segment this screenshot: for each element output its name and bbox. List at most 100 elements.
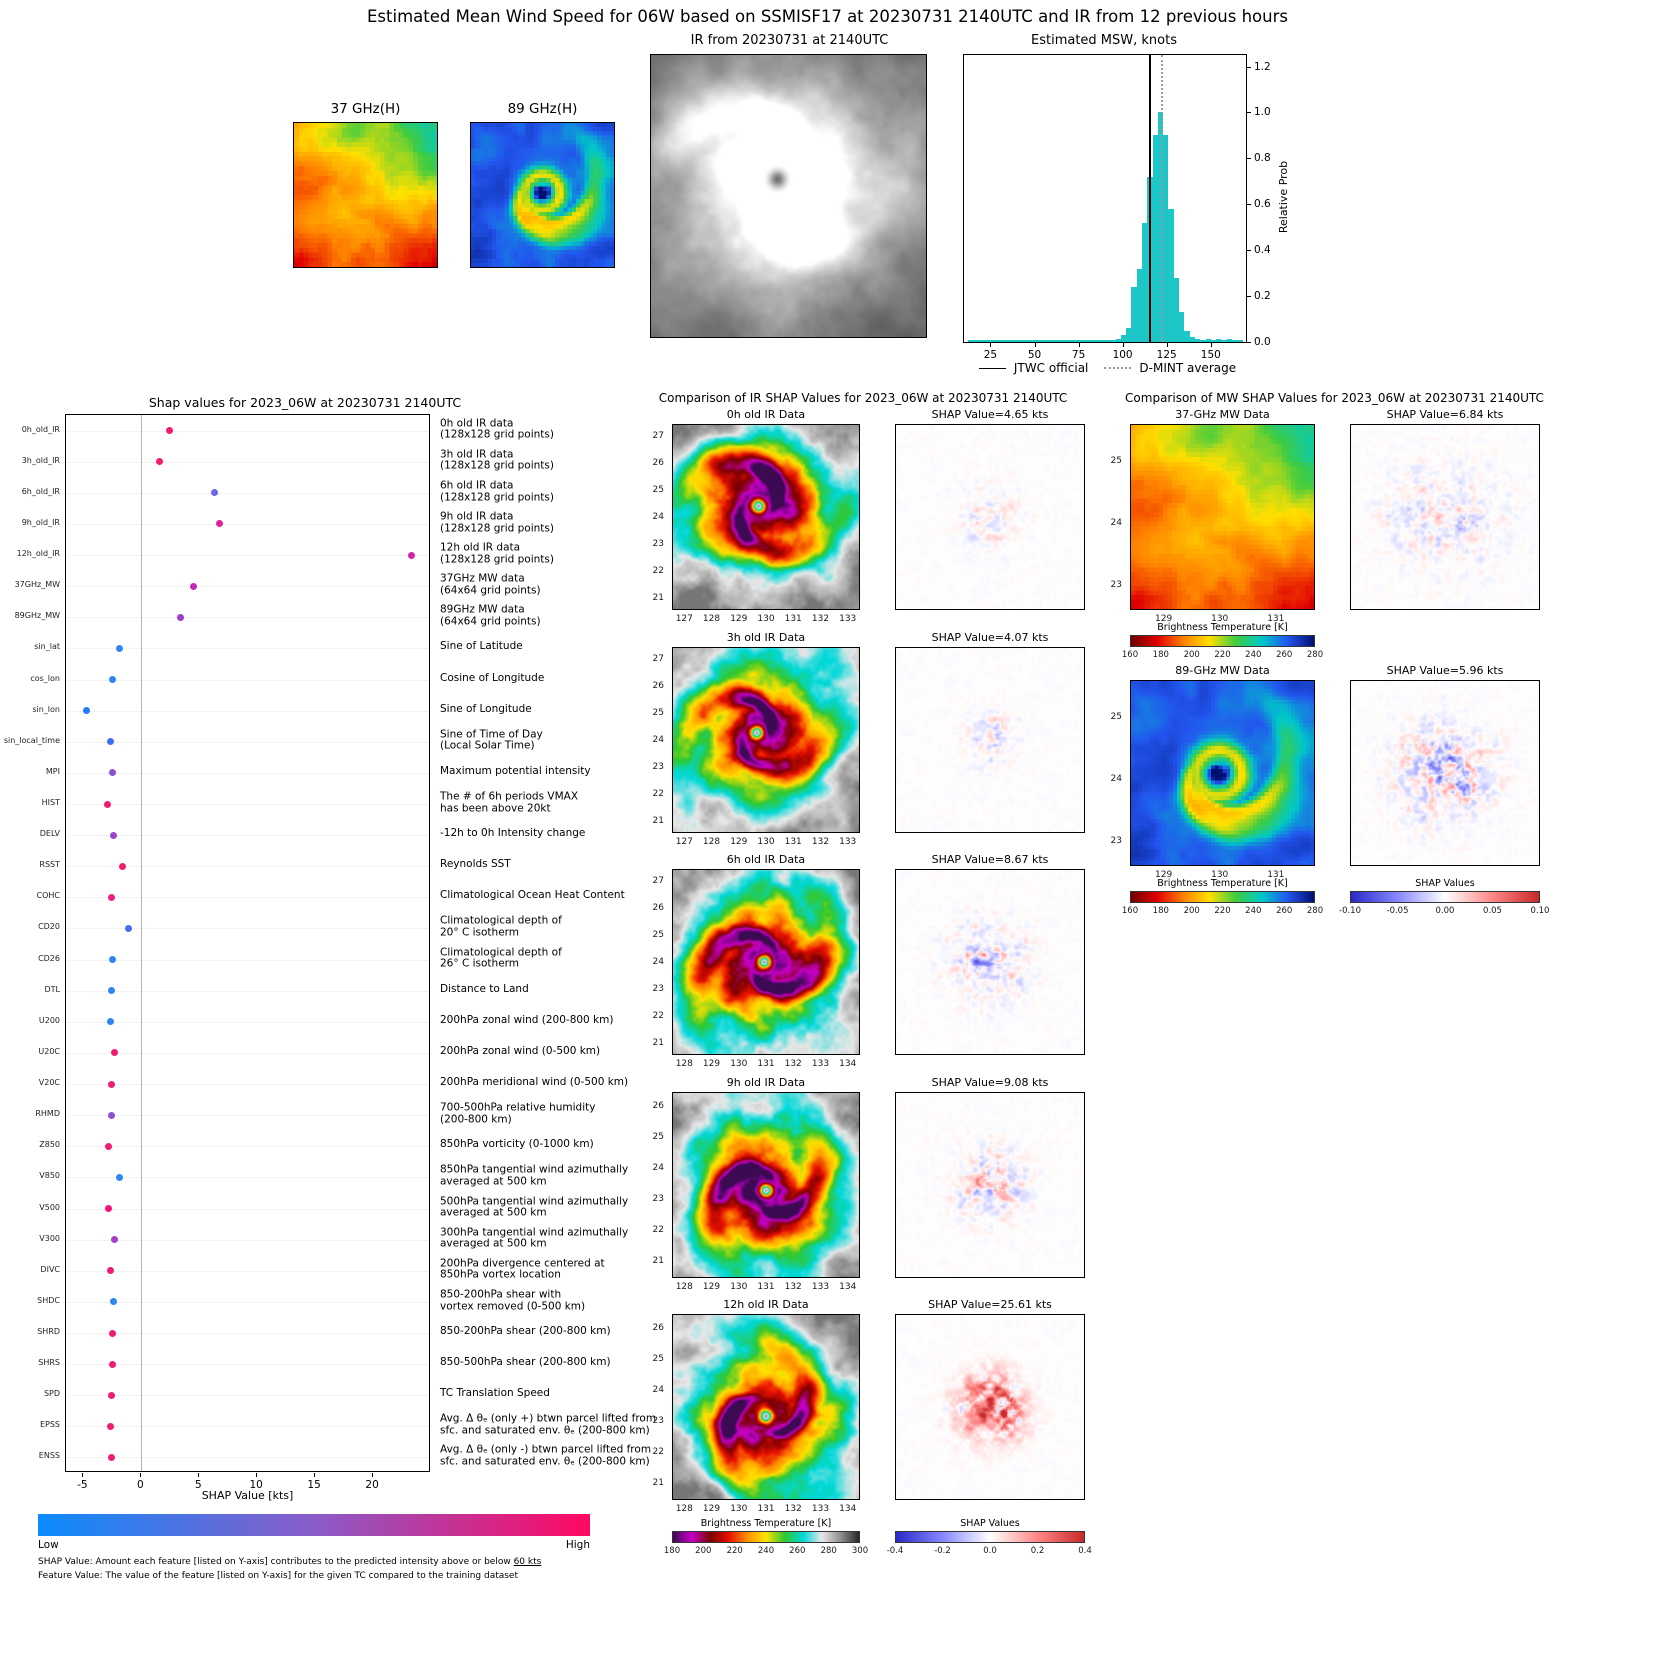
y-tick-label: 27: [652, 654, 664, 665]
x-tick-label: 132: [811, 837, 830, 847]
feature-desc-DTL: Distance to Land: [440, 982, 529, 995]
x-tick-label: 130: [757, 837, 775, 847]
x-tick-mark: [1078, 343, 1080, 347]
row-gridline: [66, 492, 429, 494]
mw37-thumb: [293, 122, 438, 268]
feature-desc-3h_old_IR: 3h old IR data (128x128 grid points): [440, 447, 554, 472]
hist-bar: [1157, 112, 1164, 342]
hist-legend: JTWC official D-MINT average: [935, 359, 1280, 377]
feature-label-sin_local_time: sin_local_time: [3, 735, 60, 745]
shap-dot-12h_old_IR: [407, 551, 415, 559]
x-tick-label: 132: [784, 1504, 802, 1514]
shap-dot-89GHz_MW: [177, 613, 185, 621]
x-tick-label: 129: [702, 1504, 721, 1514]
feature-label-RSST: RSST: [39, 860, 60, 870]
x-tick-label: 131: [757, 1059, 775, 1069]
feature-desc-SHRS: 850-500hPa shear (200-800 km): [440, 1356, 611, 1369]
feature-desc-Z850: 850hPa vorticity (0-1000 km): [440, 1138, 594, 1151]
feature-label-SHRD: SHRD: [37, 1327, 60, 1336]
hist-bar: [1120, 335, 1127, 342]
x-tick-label: 134: [839, 1282, 857, 1292]
x-tick-label: 100: [1112, 349, 1133, 361]
x-tick-label: 133: [811, 1282, 830, 1292]
row-gridline: [66, 648, 429, 650]
feature-label-SPD: SPD: [43, 1389, 60, 1399]
row-gridline: [66, 990, 429, 992]
mw37-bt-colorbar: [1130, 635, 1315, 647]
x-tick-label: 127: [675, 614, 693, 624]
row-gridline: [66, 461, 429, 463]
row-gridline: [66, 804, 429, 805]
feature-label-COHC: COHC: [36, 891, 60, 901]
mw89-bt-colorbar-tick-label: 260: [1276, 906, 1293, 916]
hist-bar: [1142, 222, 1148, 342]
feature-desc-MPI: Maximum potential intensity: [440, 765, 591, 778]
shap-dot-V300: [111, 1236, 119, 1244]
ir-shap-colorbar-label: SHAP Values: [960, 1518, 1020, 1529]
x-tick-mark: [82, 1473, 84, 1477]
ir-shap-title-0: SHAP Value=4.65 kts: [931, 408, 1049, 421]
y-tick-label: 24: [652, 1163, 664, 1173]
feature-desc-sin_lon: Sine of Longitude: [440, 702, 532, 715]
x-tick-mark: [198, 1473, 200, 1477]
row-gridline: [66, 1115, 429, 1117]
row-gridline: [66, 1239, 429, 1241]
shap-dot-DTL: [107, 987, 115, 995]
shap-dot-MPI: [108, 769, 116, 777]
y-tick-label: 23: [652, 1194, 664, 1204]
mw37-bt-colorbar-tick-label: 180: [1152, 650, 1169, 660]
hist-bar: [1189, 337, 1195, 342]
x-tick-label: 25: [983, 349, 998, 361]
shap-plot-title: Shap values for 2023_06W at 20230731 214…: [148, 395, 462, 410]
x-tick-label: 130: [757, 614, 775, 624]
mw-shap-panel-0: [1350, 424, 1540, 610]
row-gridline: [66, 1052, 429, 1054]
row-gridline: [66, 1270, 429, 1272]
hist-bar: [1131, 286, 1137, 342]
shap-dot-37GHz_MW: [190, 582, 197, 590]
feature-label-6h_old_IR: 6h_old_IR: [21, 486, 60, 496]
y-tick-mark: [1247, 342, 1251, 343]
y-tick-mark: [1247, 204, 1251, 206]
feature-desc-DIVC: 200hPa divergence centered at 850hPa vor…: [440, 1256, 605, 1281]
x-tick-mark: [990, 343, 992, 347]
shap-dot-SHDC: [110, 1298, 117, 1306]
feature-label-DELV: DELV: [39, 829, 60, 839]
feature-desc-U200: 200hPa zonal wind (200-800 km): [440, 1013, 614, 1026]
feature-desc-SHDC: 850-200hPa shear with vortex removed (0-…: [440, 1288, 586, 1312]
x-tick-mark: [256, 1473, 258, 1477]
x-tick-mark: [1210, 343, 1212, 347]
ir-shap-colorbar: [895, 1531, 1085, 1543]
mw89-thumb: [470, 122, 615, 268]
ir-shap-panel-3-canvas: [896, 1093, 1084, 1277]
y-tick-label: 25: [652, 485, 664, 495]
hist-bar: [1216, 339, 1222, 342]
feature-label-ENSS: ENSS: [38, 1451, 60, 1461]
feature-desc-0h_old_IR: 0h old IR data (128x128 grid points): [440, 416, 554, 441]
feature-label-Z850: Z850: [39, 1140, 60, 1150]
row-gridline: [66, 897, 429, 899]
mw37-bt-colorbar-label: Brightness Temperature [K]: [1157, 622, 1288, 633]
feature-label-DTL: DTL: [44, 984, 60, 994]
feature-desc-12h_old_IR: 12h old IR data (128x128 grid points): [440, 541, 554, 565]
y-tick-mark: [1247, 296, 1251, 298]
x-tick-label: 129: [730, 614, 748, 624]
y-tick-label: 23: [652, 539, 664, 549]
y-tick-mark: [1247, 158, 1251, 160]
ir-row-title-0: 0h old IR Data: [726, 408, 806, 421]
row-gridline: [66, 1333, 429, 1334]
shap-dot-V850: [115, 1173, 123, 1181]
mw37-bt-colorbar-tick-label: 280: [1306, 650, 1324, 660]
feature-desc-V850: 850hPa tangential wind azimuthally avera…: [440, 1163, 629, 1188]
mw-shap-colorbar: [1350, 891, 1540, 903]
feature-desc-V300: 300hPa tangential wind azimuthally avera…: [440, 1225, 629, 1250]
y-tick-mark: [1247, 66, 1251, 68]
mw-data-panel-1: [1130, 680, 1315, 866]
ir-data-panel-4-canvas: [673, 1315, 859, 1499]
x-tick-label: 20: [365, 1479, 379, 1491]
ir-shap-panel-4: [895, 1314, 1085, 1500]
hist-bar: [1179, 312, 1185, 342]
x-tick-label: 125: [1156, 349, 1177, 361]
y-tick-label: 26: [652, 1323, 664, 1333]
